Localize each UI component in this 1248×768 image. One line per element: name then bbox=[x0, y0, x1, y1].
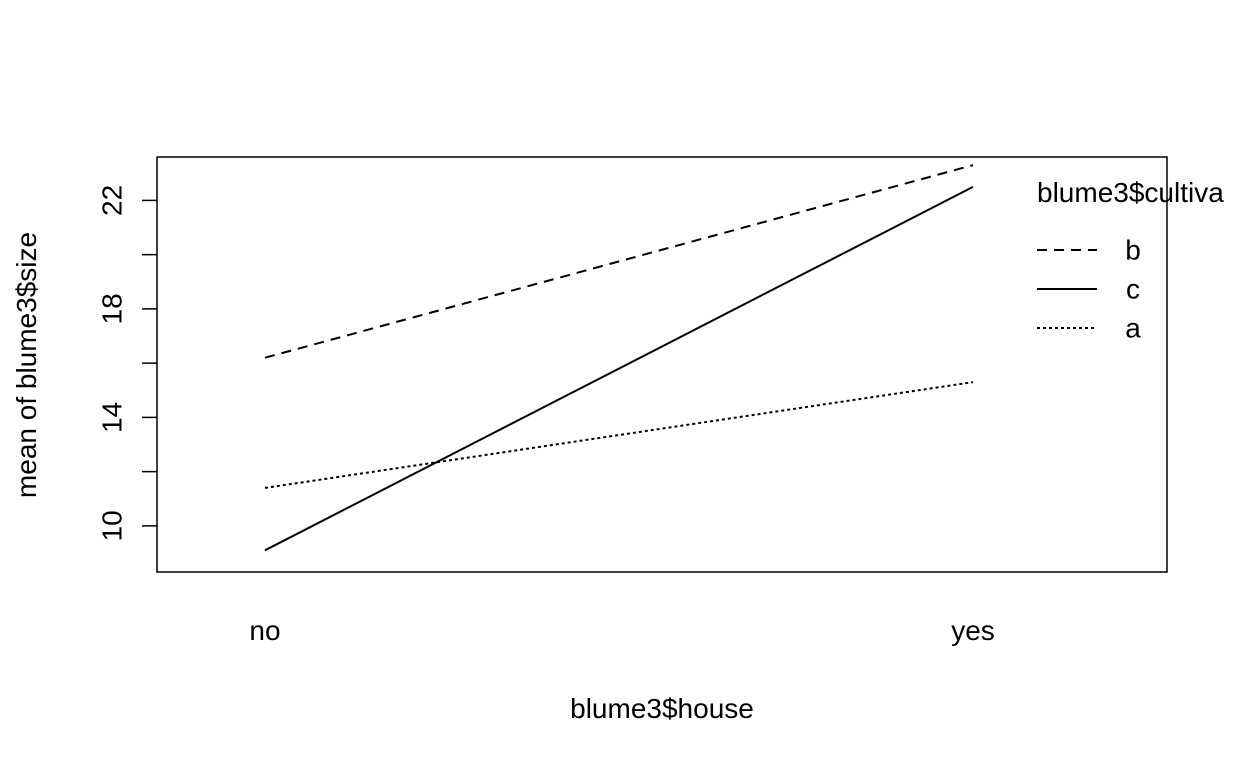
y-axis-label: mean of blume3$size bbox=[11, 232, 42, 498]
series-line-c bbox=[264, 185, 974, 552]
legend: blume3$cultiva bca bbox=[1037, 177, 1224, 344]
series-lines bbox=[264, 164, 974, 552]
x-axis: no yes bbox=[249, 615, 994, 646]
plot-box bbox=[156, 156, 1168, 573]
series-line-a bbox=[264, 381, 974, 489]
y-axis: 10 14 18 22 bbox=[97, 185, 157, 541]
x-tick-label: no bbox=[249, 615, 280, 646]
legend-label-c: c bbox=[1126, 274, 1140, 305]
legend-title: blume3$cultiva bbox=[1037, 177, 1224, 208]
legend-label-b: b bbox=[1125, 235, 1141, 266]
y-tick-label: 18 bbox=[97, 293, 128, 324]
x-tick-label: yes bbox=[951, 615, 995, 646]
x-axis-label: blume3$house bbox=[570, 693, 754, 724]
legend-label-a: a bbox=[1125, 313, 1141, 344]
y-tick-label: 22 bbox=[97, 185, 128, 216]
series-line-b bbox=[264, 164, 974, 359]
y-tick-label: 10 bbox=[97, 510, 128, 541]
y-tick-label: 14 bbox=[97, 402, 128, 433]
